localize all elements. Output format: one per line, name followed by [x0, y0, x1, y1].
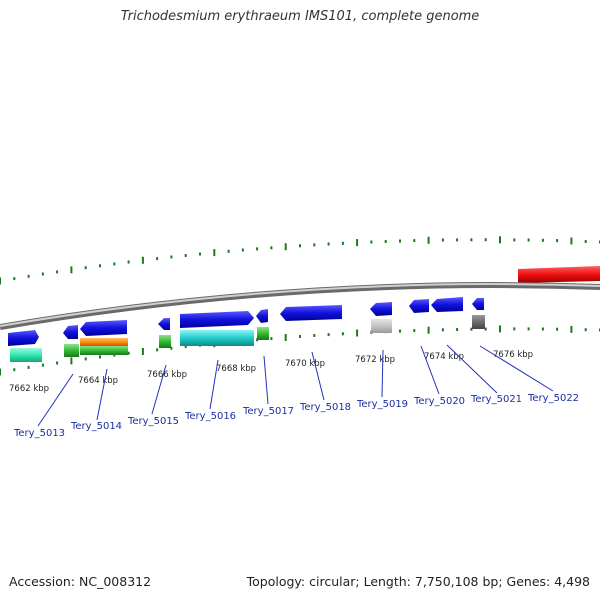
leader-line — [263, 355, 269, 405]
kbp-label: 7672 kbp — [355, 355, 395, 365]
gene-arrow-tery-5014b[interactable] — [80, 320, 127, 336]
feature-box-mint[interactable] — [10, 348, 42, 362]
gene-track-forward — [8, 297, 484, 346]
kbp-label: 7666 kbp — [147, 370, 187, 380]
feature-box-green-4[interactable] — [257, 327, 269, 340]
feature-box-darkgray[interactable] — [472, 315, 485, 329]
genome-summary-text: Topology: circular; Length: 7,750,108 bp… — [246, 574, 590, 589]
leader-line — [420, 345, 440, 395]
gene-label-tery-5015[interactable]: Tery_5015 — [127, 416, 179, 427]
accession-text: Accession: NC_008312 — [9, 574, 152, 589]
gene-label-tery-5021[interactable]: Tery_5021 — [470, 394, 522, 405]
gene-arrow-tery-5016[interactable] — [180, 311, 254, 328]
gene-arrow-tery-5013[interactable] — [8, 330, 39, 346]
gene-arrow-tery-5017[interactable] — [256, 309, 268, 323]
leader-line — [311, 351, 325, 401]
gene-label-tery-5013[interactable]: Tery_5013 — [13, 428, 65, 439]
kbp-label: 7664 kbp — [78, 376, 118, 386]
gene-arrow-tery-5018[interactable] — [280, 305, 342, 321]
leader-line — [37, 373, 74, 427]
gene-label-tery-5018[interactable]: Tery_5018 — [299, 402, 351, 413]
leader-line — [209, 359, 219, 410]
kbp-label: 7676 kbp — [493, 350, 533, 360]
gene-arrow-tery-5020[interactable] — [409, 299, 429, 313]
gene-arrow-tery-5019[interactable] — [370, 302, 392, 316]
gene-label-leaders — [37, 344, 554, 427]
highlighted-region — [518, 266, 600, 283]
leader-line — [96, 368, 108, 421]
gene-label-tery-5016[interactable]: Tery_5016 — [184, 411, 236, 422]
kbp-label: 7670 kbp — [285, 359, 325, 369]
feature-box-orange[interactable] — [80, 338, 128, 346]
gene-label-tery-5020[interactable]: Tery_5020 — [413, 396, 465, 407]
backbone-highlight — [0, 283, 600, 327]
gene-label-tery-5017[interactable]: Tery_5017 — [242, 406, 294, 417]
gene-label-tery-5014[interactable]: Tery_5014 — [70, 421, 122, 432]
leader-line — [446, 344, 498, 394]
leader-line — [151, 364, 167, 415]
gene-labels: Tery_5013 Tery_5014 Tery_5015 Tery_5016 … — [13, 393, 579, 439]
kbp-label: 7662 kbp — [9, 384, 49, 394]
gene-arrow-tery-5021[interactable] — [431, 297, 463, 312]
feature-box-cyan[interactable] — [180, 330, 254, 346]
gene-arrow-tery-5015[interactable] — [158, 318, 170, 330]
genome-backbone — [0, 282, 600, 330]
feature-box-green-2[interactable] — [80, 346, 128, 355]
gene-arrow-tery-5014a[interactable] — [63, 325, 78, 339]
kbp-scale: 7662 kbp 7664 kbp 7666 kbp 7668 kbp 7670… — [9, 350, 533, 394]
feature-box-green-3[interactable] — [159, 335, 171, 348]
feature-box-green-1[interactable] — [64, 344, 79, 357]
leader-line — [381, 349, 384, 398]
feature-track — [10, 315, 485, 362]
genome-title: Trichodesmium erythraeum IMS101, complet… — [120, 9, 480, 24]
leader-line — [479, 345, 554, 392]
gene-label-tery-5019[interactable]: Tery_5019 — [356, 399, 408, 410]
gene-arrow-tery-5022[interactable] — [472, 298, 484, 310]
gene-label-tery-5022[interactable]: Tery_5022 — [527, 393, 579, 404]
kbp-label: 7674 kbp — [424, 352, 464, 362]
upper-tick-row — [0, 236, 600, 285]
kbp-label: 7668 kbp — [216, 364, 256, 374]
feature-box-lightgray[interactable] — [371, 319, 392, 333]
